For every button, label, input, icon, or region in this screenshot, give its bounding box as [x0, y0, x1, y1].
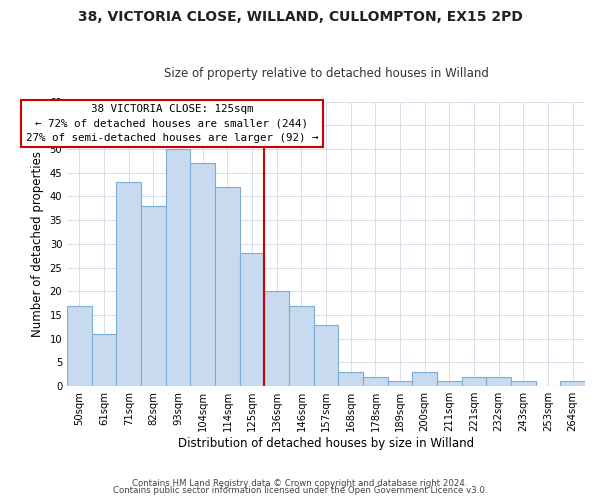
- Y-axis label: Number of detached properties: Number of detached properties: [31, 151, 44, 337]
- Bar: [437, 382, 462, 386]
- Text: 38 VICTORIA CLOSE: 125sqm
← 72% of detached houses are smaller (244)
27% of semi: 38 VICTORIA CLOSE: 125sqm ← 72% of detac…: [26, 104, 318, 142]
- Bar: [67, 306, 92, 386]
- Text: Contains public sector information licensed under the Open Government Licence v3: Contains public sector information licen…: [113, 486, 487, 495]
- Bar: [289, 306, 314, 386]
- Bar: [190, 163, 215, 386]
- Text: Contains HM Land Registry data © Crown copyright and database right 2024.: Contains HM Land Registry data © Crown c…: [132, 478, 468, 488]
- Text: 38, VICTORIA CLOSE, WILLAND, CULLOMPTON, EX15 2PD: 38, VICTORIA CLOSE, WILLAND, CULLOMPTON,…: [77, 10, 523, 24]
- Bar: [511, 382, 536, 386]
- Bar: [314, 324, 338, 386]
- Bar: [388, 382, 412, 386]
- Bar: [338, 372, 363, 386]
- Bar: [116, 182, 141, 386]
- X-axis label: Distribution of detached houses by size in Willand: Distribution of detached houses by size …: [178, 437, 474, 450]
- Bar: [92, 334, 116, 386]
- Bar: [363, 376, 388, 386]
- Bar: [560, 382, 585, 386]
- Title: Size of property relative to detached houses in Willand: Size of property relative to detached ho…: [164, 66, 488, 80]
- Bar: [412, 372, 437, 386]
- Bar: [141, 206, 166, 386]
- Bar: [462, 376, 487, 386]
- Bar: [240, 254, 265, 386]
- Bar: [487, 376, 511, 386]
- Bar: [166, 149, 190, 386]
- Bar: [215, 187, 240, 386]
- Bar: [265, 292, 289, 386]
